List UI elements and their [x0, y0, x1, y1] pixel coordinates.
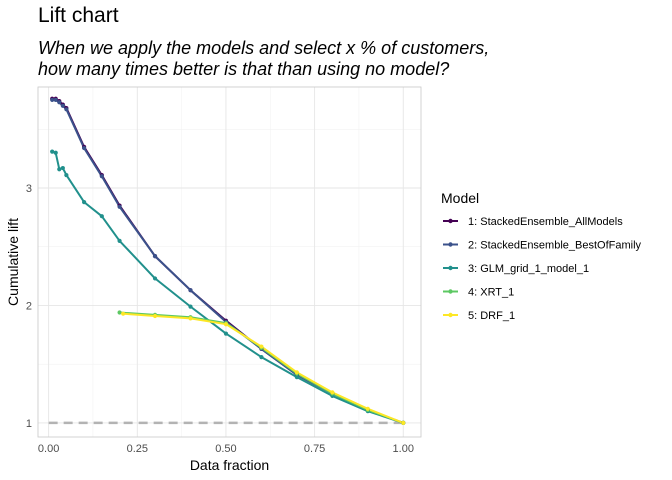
series-point-3: [259, 355, 264, 360]
series-point-3: [152, 276, 158, 281]
series-point-4: [117, 310, 122, 315]
series-point-5: [188, 316, 193, 321]
legend-items: 1: StackedEnsemble_AllModels 2: StackedEn…: [443, 216, 642, 322]
series-point-3: [223, 331, 229, 336]
series-point-3: [53, 150, 58, 155]
series-point-5: [223, 322, 229, 327]
x-tick-label: 1.00: [393, 443, 414, 455]
series-point-3: [60, 165, 65, 171]
series-points: [50, 96, 406, 426]
legend-title: Model: [441, 190, 479, 206]
legend-key-point: [448, 265, 453, 271]
series-point-3: [64, 172, 69, 178]
x-tick-label: 0.25: [127, 443, 148, 455]
series-line-2: [52, 98, 404, 424]
series-point-5: [365, 406, 370, 411]
series-point-5: [259, 344, 264, 349]
legend-label: 3: GLM_grid_1_model_1: [468, 263, 589, 275]
legend-label: 1: StackedEnsemble_AllModels: [468, 216, 623, 228]
y-axis-title: Cumulative lift: [5, 218, 21, 306]
series-point-2: [64, 107, 69, 112]
legend-key-point: [448, 289, 453, 294]
panel-border: [37, 86, 422, 438]
x-axis-title: Data fraction: [190, 457, 269, 473]
y-tick-label: 2: [26, 300, 32, 312]
grid-major: [38, 87, 421, 437]
series-point-3: [188, 304, 193, 309]
series-point-3: [294, 375, 299, 380]
series-point-3: [117, 238, 122, 243]
legend-key-point: [448, 312, 453, 318]
series-point-2: [53, 97, 58, 103]
y-tick-label: 1: [26, 418, 32, 430]
series-point-2: [99, 174, 104, 179]
series-point-3: [82, 200, 87, 205]
y-tick-label: 3: [26, 183, 32, 195]
series-point-5: [152, 313, 158, 319]
series-point-2: [60, 103, 65, 108]
series-line-5: [123, 312, 404, 424]
x-tick-label: 0.50: [215, 443, 236, 455]
legend: Model 1: StackedEnsemble_AllModels 2: Sta…: [441, 190, 642, 322]
x-tick-label: 0.00: [38, 443, 59, 455]
series-point-5: [330, 390, 335, 395]
legend-label: 4: XRT_1: [468, 287, 514, 299]
x-tick-label: 0.75: [304, 443, 325, 455]
y-axis-ticks: 1 2 3: [26, 183, 32, 430]
series-point-5: [294, 370, 299, 375]
legend-key-point: [448, 242, 453, 247]
series-point-5: [121, 311, 126, 316]
series-point-2: [152, 254, 158, 259]
legend-label: 2: StackedEnsemble_BestOfFamily: [468, 240, 642, 252]
series-point-2: [57, 100, 62, 105]
series-point-3: [50, 149, 55, 154]
series-line-3: [51, 150, 404, 424]
legend-key-point: [448, 218, 453, 224]
series-point-2: [117, 204, 122, 209]
legend-label: 5: DRF_1: [468, 310, 515, 322]
series-point-2: [188, 288, 193, 293]
chart-subtitle: When we apply the models and select x % …: [38, 38, 490, 79]
series-point-2: [50, 97, 55, 103]
series-point-5: [401, 420, 406, 426]
series-point-3: [99, 214, 104, 219]
series-point-3: [57, 167, 62, 172]
x-axis-ticks: 0.00 0.25 0.50 0.75 1.00: [38, 443, 414, 455]
grid-minor: [38, 87, 421, 437]
series-lines: [51, 97, 404, 424]
chart-title: Lift chart: [38, 4, 119, 27]
series-line-1: [52, 97, 404, 424]
series-point-2: [82, 145, 87, 151]
